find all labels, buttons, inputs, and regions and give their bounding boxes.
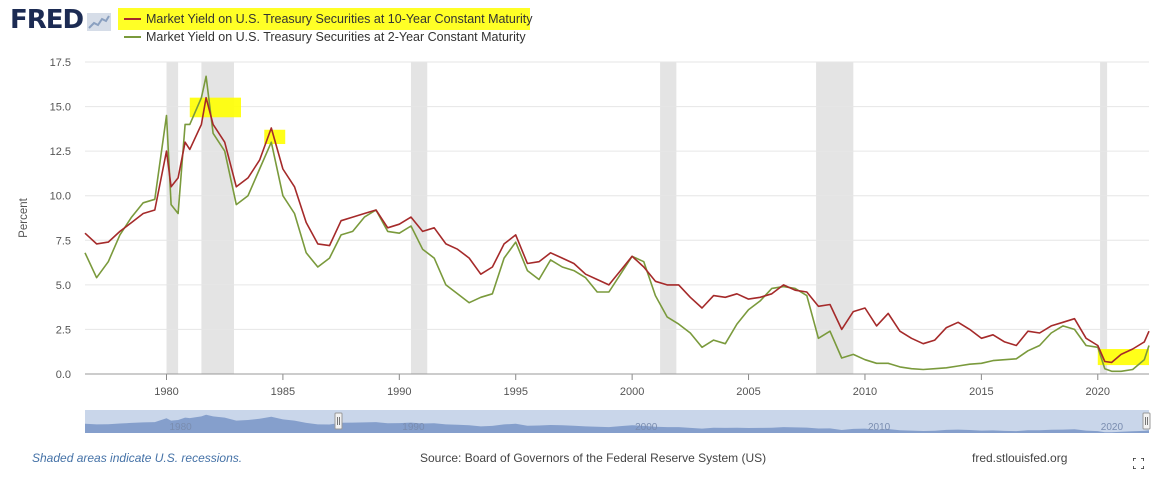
- y-tick-label: 0.0: [56, 369, 71, 381]
- navigator-handle-1[interactable]: [1142, 412, 1151, 430]
- y-tick-label: 7.5: [56, 235, 71, 247]
- highlight-box-2: [1097, 349, 1149, 366]
- recession-band-2: [410, 62, 428, 374]
- x-tick-label: 1985: [271, 386, 295, 398]
- y-tick-label: 17.5: [50, 57, 71, 69]
- line-chart-icon: [87, 13, 112, 31]
- y-tick-label: 10.0: [50, 191, 71, 203]
- y-tick-label: 15.0: [50, 102, 71, 114]
- legend-swatch-2-year: [124, 36, 141, 38]
- site-url[interactable]: fred.stlouisfed.org: [972, 451, 1068, 465]
- recession-band-5: [1100, 62, 1108, 374]
- legend-item-2-year[interactable]: Market Yield on U.S. Treasury Securities…: [124, 28, 526, 46]
- navigator-tick-label: 2020: [1101, 422, 1124, 433]
- highlight-box-0: [189, 97, 241, 118]
- series-line-10-year: [84, 96, 1150, 364]
- recession-band-4: [816, 62, 854, 374]
- navigator-tick-label: 2010: [868, 422, 891, 433]
- fred-logo[interactable]: FRED: [10, 5, 112, 35]
- navigator-handle-0[interactable]: [334, 412, 343, 430]
- navigator-area: [85, 414, 1149, 433]
- navigator-tick-label: 1990: [402, 422, 425, 433]
- x-tick-label: 2020: [1086, 386, 1110, 398]
- series-line-2-year: [84, 75, 1150, 373]
- y-tick-label: 5.0: [56, 280, 71, 292]
- legend-swatch-10-year: [124, 18, 141, 20]
- recession-band-0: [166, 62, 179, 374]
- fred-logo-text: FRED: [10, 5, 84, 35]
- legend-item-10-year[interactable]: Market Yield on U.S. Treasury Securities…: [124, 10, 533, 28]
- series-points-2-year: [84, 76, 1150, 372]
- y-axis-label: Percent: [18, 197, 30, 237]
- x-tick-label: 2005: [736, 386, 760, 398]
- source-text: Source: Board of Governors of the Federa…: [420, 451, 767, 465]
- x-tick-label: 1995: [503, 386, 527, 398]
- y-tick-label: 12.5: [50, 146, 71, 158]
- navigator-tick-label: 2000: [635, 422, 658, 433]
- recession-note: Shaded areas indicate U.S. recessions.: [32, 451, 243, 465]
- x-tick-label: 1980: [154, 386, 178, 398]
- fullscreen-icon[interactable]: [1133, 458, 1144, 469]
- x-tick-label: 1990: [387, 386, 411, 398]
- x-tick-label: 2010: [853, 386, 877, 398]
- x-tick-label: 2015: [969, 386, 993, 398]
- recession-band-3: [660, 62, 677, 374]
- legend-label-10-year: Market Yield on U.S. Treasury Securities…: [146, 12, 533, 26]
- series-points-10-year: [84, 97, 1150, 363]
- yield-chart[interactable]: 0.0 2.5 5.0 7.5 10.0 12.5 15.0 17.5 1980 1985 1990…: [0, 0, 1169, 445]
- navigator-tick-label: 1980: [169, 422, 192, 433]
- legend-label-2-year: Market Yield on U.S. Treasury Securities…: [146, 30, 526, 44]
- y-tick-label: 2.5: [56, 324, 71, 336]
- x-tick-label: 2000: [620, 386, 644, 398]
- legend-highlight: [118, 8, 530, 30]
